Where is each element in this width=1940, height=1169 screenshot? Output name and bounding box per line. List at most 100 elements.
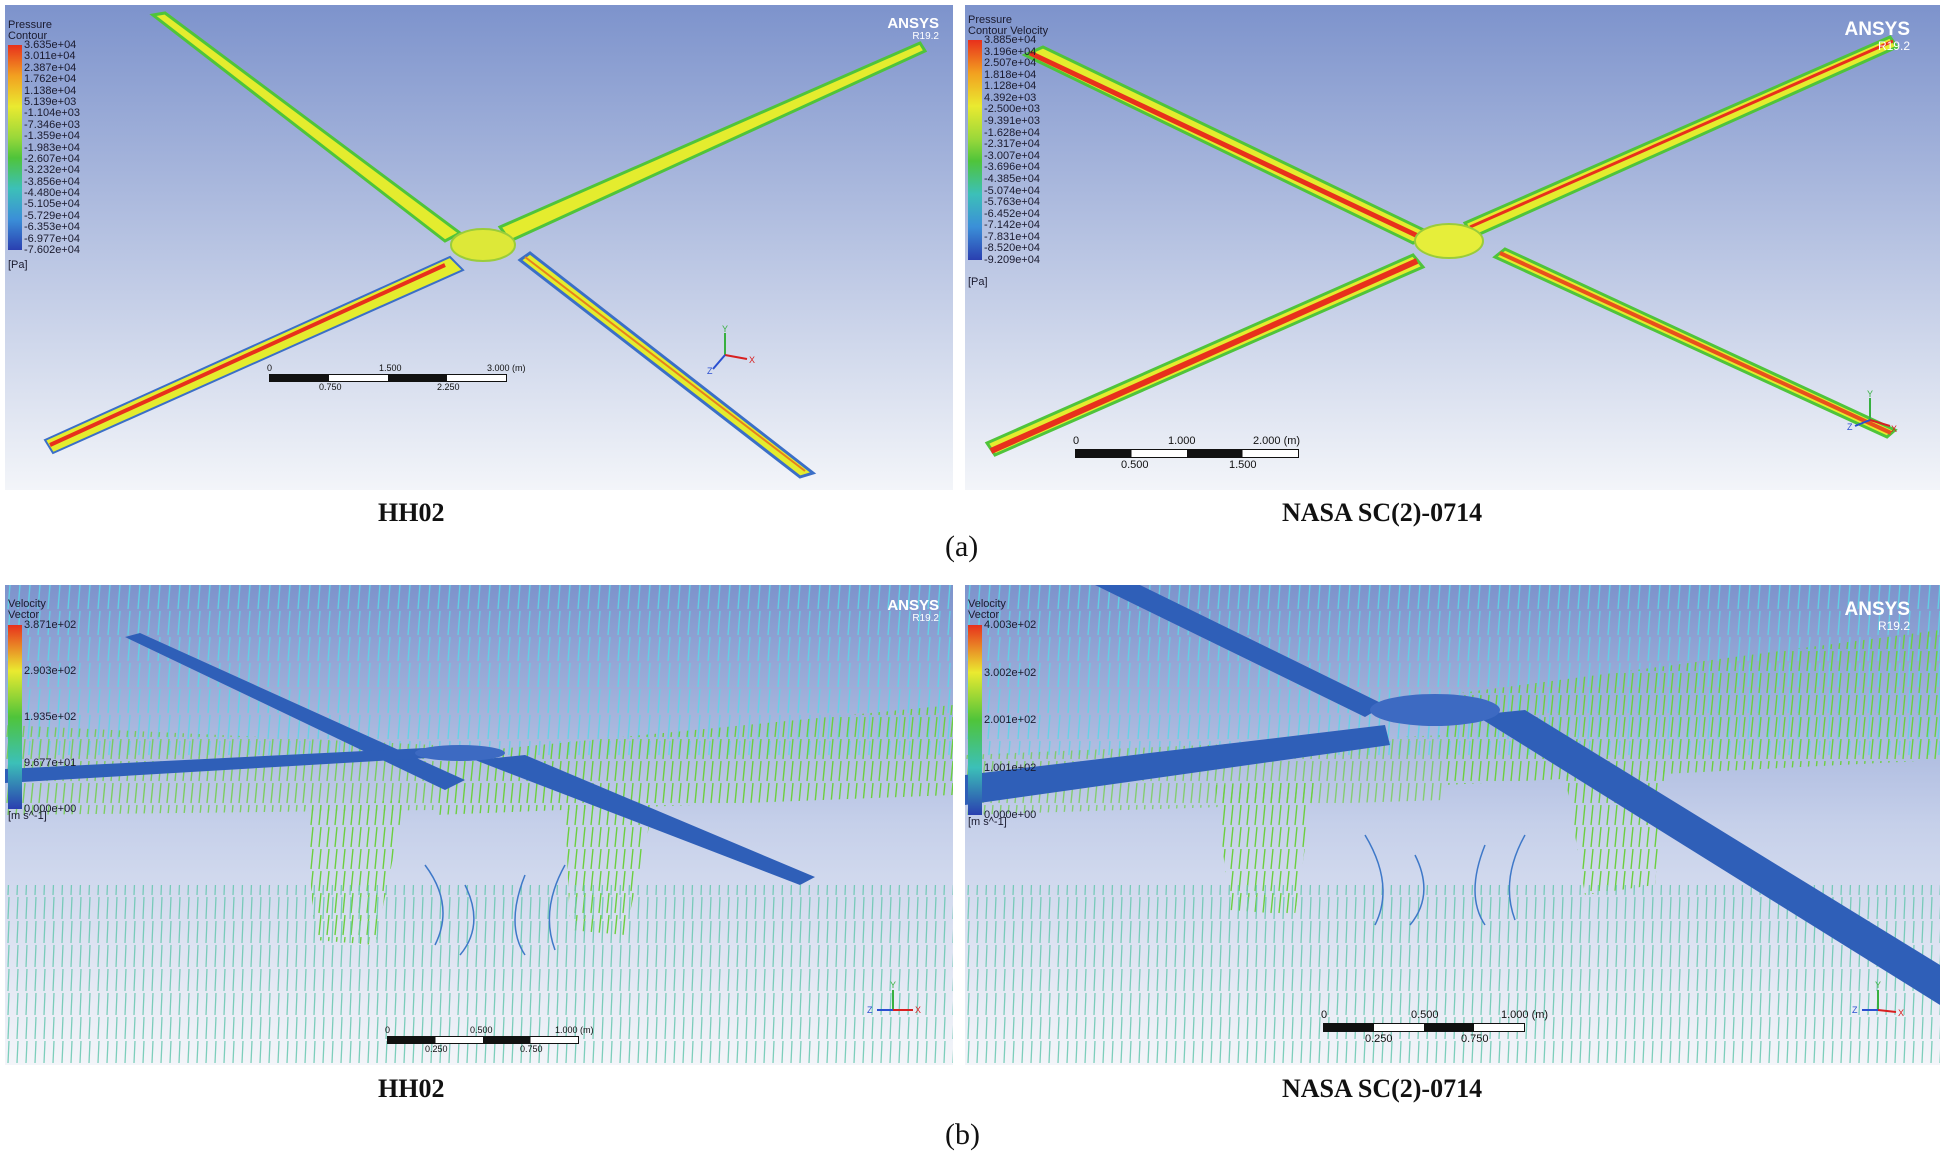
rotor-hub	[450, 228, 516, 262]
legend-tick-label: 2.507e+04	[984, 57, 1037, 70]
outflow-vectors	[965, 885, 1940, 1065]
ansys-logo: ANSYS R19.2	[887, 597, 939, 624]
rotor-hub	[415, 745, 505, 761]
velocity-vector-render-right	[965, 585, 1940, 1065]
legend-subtitle: Vector	[968, 609, 1000, 621]
legend-tick-label: 3.002e+02	[984, 666, 1037, 679]
downwash-left	[1215, 780, 1315, 915]
legend-tick-label: -4.385e+04	[984, 172, 1040, 185]
blade-left	[965, 725, 1390, 805]
subfigure-label-a: (a)	[945, 530, 979, 563]
scale-bar: 0 1.500 3.000 (m) 0.750 2.250	[267, 363, 526, 392]
caption-a-right: NASA SC(2)-0714	[1282, 498, 1483, 527]
legend-tick-label: -7.602e+04	[24, 244, 80, 256]
legend-tick-label: -7.831e+04	[984, 230, 1040, 243]
legend-tick-label: 4.003e+02	[984, 619, 1037, 631]
legend-tick-label: 1.935e+02	[24, 711, 77, 723]
legend-tick-label: 1.001e+02	[984, 761, 1037, 774]
color-legend: Velocity Vector 4.003e+02 3.002e+02 2.001e…	[968, 599, 1088, 829]
legend-tick-label: -7.142e+04	[984, 219, 1040, 232]
ansys-logo: ANSYS R19.2	[887, 15, 939, 42]
axis-triad-icon: Y X Z	[707, 325, 755, 375]
legend-title: Pressure	[8, 19, 53, 31]
svg-text:X: X	[915, 1005, 921, 1015]
svg-text:X: X	[1891, 424, 1897, 434]
legend-tick-label: 2.903e+02	[24, 665, 77, 677]
legend-tick-label: -3.007e+04	[984, 149, 1040, 162]
blade-right	[1475, 710, 1940, 1005]
legend-tick-label: -9.209e+04	[984, 254, 1040, 266]
legend-tick-label: 3.011e+04	[24, 50, 76, 63]
legend-tick-label: -1.628e+04	[984, 126, 1040, 139]
svg-text:Z: Z	[1852, 1005, 1858, 1015]
legend-tick-label: 5.139e+03	[24, 95, 77, 108]
panel-a-right: Pressure Contour Velocity 3.885e+04 3.196…	[965, 5, 1940, 490]
legend-tick-label: -2.500e+03	[984, 103, 1040, 116]
legend-tick-label: -2.317e+04	[984, 138, 1040, 151]
legend-tick-label: -2.607e+04	[24, 152, 80, 165]
panel-a-left: Pressure Contour 3.635e+04 3.011e+04 2.387…	[5, 5, 953, 490]
legend-tick-label: -1.104e+03	[24, 107, 80, 120]
legend-tick-label: -1.983e+04	[24, 141, 80, 154]
svg-text:Z: Z	[707, 366, 713, 375]
legend-unit: [Pa]	[8, 259, 28, 271]
legend-tick-label: -3.856e+04	[24, 175, 80, 188]
legend-unit: [m s^-1]	[8, 810, 47, 822]
legend-tick-label: 0.000e+00	[24, 803, 77, 815]
caption-b-left: HH02	[378, 1074, 445, 1103]
legend-tick-label: 3.635e+04	[24, 39, 77, 51]
pressure-contour-render-right	[965, 5, 1940, 490]
scale-bar: 0 0.500 1.000 (m) 0.250 0.750	[385, 1025, 594, 1054]
legend-tick-label: 3.196e+04	[984, 45, 1037, 58]
blade-back	[1095, 585, 1385, 717]
legend-tick-label: 2.001e+02	[984, 714, 1037, 726]
legend-tick-label: 1.138e+04	[24, 84, 77, 97]
legend-tick-label: -9.391e+03	[984, 115, 1040, 128]
legend-tick-label: -8.520e+04	[984, 242, 1040, 255]
svg-text:Z: Z	[1847, 422, 1853, 432]
legend-tick-label: -5.763e+04	[984, 196, 1040, 209]
legend-subtitle: Contour Velocity	[968, 25, 1049, 37]
pressure-contour-render-left	[5, 5, 953, 490]
color-legend: Pressure Contour Velocity 3.885e+04 3.196…	[968, 15, 1098, 295]
legend-color-bar	[968, 40, 982, 260]
legend-tick-label: -6.452e+04	[984, 207, 1040, 220]
legend-tick-label: 3.885e+04	[984, 34, 1037, 46]
legend-tick-label: 1.128e+04	[984, 80, 1037, 93]
svg-text:X: X	[749, 355, 755, 365]
legend-tick-label: -3.232e+04	[24, 164, 80, 177]
legend-tick-label: -6.353e+04	[24, 221, 80, 234]
blade-left	[5, 747, 445, 783]
legend-tick-label: -4.480e+04	[24, 187, 80, 200]
axis-triad-icon: Y X Z	[1852, 980, 1904, 1018]
rotor-hub	[1370, 694, 1500, 726]
subfigure-label-b: (b)	[945, 1118, 980, 1151]
svg-text:Y: Y	[1875, 980, 1881, 990]
outflow-vectors	[5, 885, 953, 1065]
color-legend: Pressure Contour 3.635e+04 3.011e+04 2.387…	[8, 20, 118, 280]
legend-tick-label: -3.696e+04	[984, 161, 1040, 174]
legend-title: Velocity	[968, 598, 1006, 610]
color-legend: Velocity Vector 3.871e+02 2.903e+02 1.935e…	[8, 599, 118, 822]
legend-unit: [m s^-1]	[968, 816, 1007, 828]
legend-color-bar	[8, 625, 22, 809]
legend-tick-label: 1.762e+04	[24, 73, 77, 86]
legend-color-bar	[968, 625, 982, 815]
legend-title: Pressure	[968, 14, 1013, 26]
legend-tick-label: -6.977e+04	[24, 232, 80, 245]
legend-tick-label: 3.871e+02	[24, 619, 77, 631]
legend-tick-label: -5.105e+04	[24, 198, 80, 211]
legend-color-bar	[8, 45, 22, 250]
panel-b-left: Velocity Vector 3.871e+02 2.903e+02 1.935e…	[5, 585, 953, 1065]
axis-triad-icon: Y X Z	[867, 980, 921, 1015]
panel-b-right: Velocity Vector 4.003e+02 3.002e+02 2.001e…	[965, 585, 1940, 1065]
legend-tick-label: -7.346e+03	[24, 118, 80, 131]
legend-tick-label: 0.000e+00	[984, 809, 1037, 821]
svg-text:X: X	[1898, 1008, 1904, 1018]
blade-right	[475, 755, 815, 885]
scale-bar: 0 1.000 2.000 (m) 0.500 1.500	[1073, 435, 1301, 471]
legend-tick-label: -5.729e+04	[24, 209, 80, 222]
legend-tick-label: 1.818e+04	[984, 68, 1037, 81]
legend-tick-label: 2.387e+04	[24, 61, 77, 74]
legend-tick-label: -5.074e+04	[984, 184, 1040, 197]
